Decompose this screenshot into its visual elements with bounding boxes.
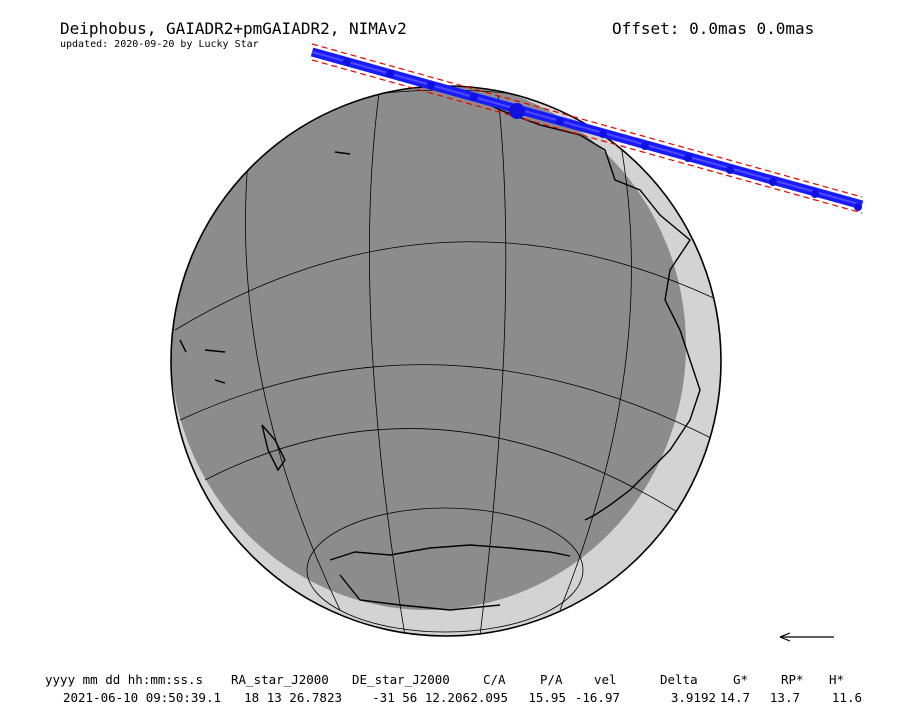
cell: 2021-06-10 09:50:39.1 xyxy=(63,690,221,705)
cell: 3.9192 xyxy=(671,690,716,705)
cell: 18 13 26.7823 xyxy=(244,690,342,705)
globe xyxy=(170,85,722,637)
cell: 14.7 xyxy=(720,690,750,705)
direction-arrow xyxy=(779,632,834,642)
column-header: Delta xyxy=(660,672,698,687)
subtitle: updated: 2020-09-20 by Lucky Star xyxy=(60,39,259,50)
column-header: H* xyxy=(829,672,844,687)
column-header: RP* xyxy=(781,672,804,687)
column-header: DE_star_J2000 xyxy=(352,672,450,687)
column-header: G* xyxy=(733,672,748,687)
cell: 2.095 xyxy=(470,690,508,705)
night-shadow xyxy=(171,86,686,610)
shadow-path xyxy=(310,43,864,214)
column-header: C/A xyxy=(483,672,506,687)
event-table: yyyy mm dd hh:mm:ss.s RA_star_J2000 DE_sta… xyxy=(45,672,862,705)
offset: Offset: 0.0mas 0.0mas xyxy=(612,19,814,38)
column-header: yyyy mm dd hh:mm:ss.s xyxy=(45,672,203,687)
title: Deiphobus, GAIADR2+pmGAIADR2, NIMAv2 xyxy=(60,19,407,38)
cell: 15.95 xyxy=(528,690,566,705)
cell: -16.97 xyxy=(575,690,620,705)
cell: 13.7 xyxy=(770,690,800,705)
column-header: RA_star_J2000 xyxy=(231,672,329,687)
column-header: P/A xyxy=(540,672,563,687)
cell: -31 56 12.206 xyxy=(372,690,470,705)
column-header: vel xyxy=(594,672,617,687)
cell: 11.6 xyxy=(832,690,862,705)
